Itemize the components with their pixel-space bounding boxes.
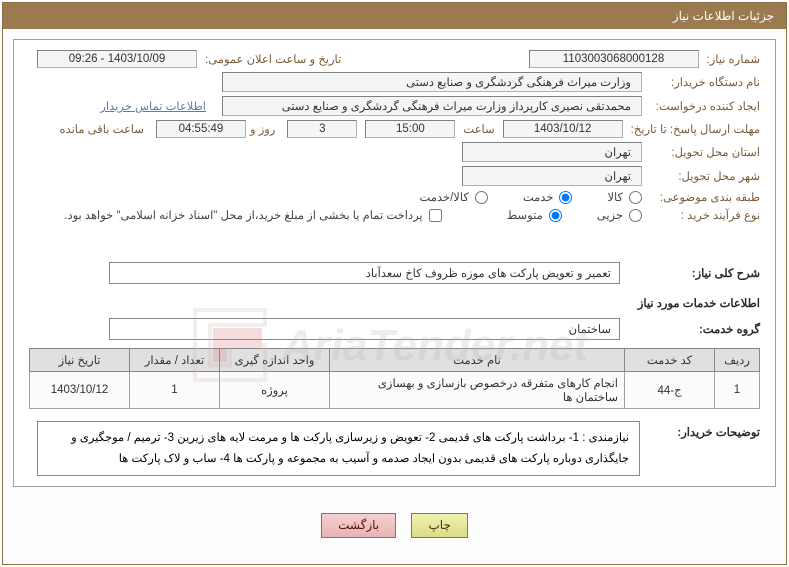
cat-both-label: کالا/خدمت [420, 190, 469, 204]
treasury-checkbox[interactable] [429, 209, 442, 222]
city-value: تهران [462, 166, 642, 186]
row-city: شهر محل تحویل: تهران [29, 166, 760, 186]
th-row: ردیف [715, 349, 760, 372]
td-unit: پروژه [220, 372, 330, 409]
row-need-desc: شرح کلی نیاز: تعمیر و تعویض پارکت های مو… [29, 262, 760, 284]
remain-days-value: 3 [287, 120, 357, 138]
announce-date-label: تاریخ و ساعت اعلان عمومی: [205, 52, 341, 66]
row-need-no: شماره نیاز: 1103003068000128 تاریخ و ساع… [29, 50, 760, 68]
td-date: 1403/10/12 [30, 372, 130, 409]
panel-title: جزئیات اطلاعات نیاز [3, 3, 786, 29]
row-category: طبقه بندی موضوعی: کالا خدمت کالا/خدمت [29, 190, 760, 204]
td-qty: 1 [130, 372, 220, 409]
need-desc-box: تعمیر و تعویض پارکت های موزه ظروف کاخ سع… [109, 262, 620, 284]
proc-medium-label: متوسط [507, 208, 543, 222]
print-button[interactable]: چاپ [411, 513, 467, 538]
cat-goods-label: کالا [607, 190, 623, 204]
row-buyer-org: نام دستگاه خریدار: وزارت میراث فرهنگی گر… [29, 72, 760, 92]
requester-value: محمدتقی نصیری کارپرداز وزارت میراث فرهنگ… [222, 96, 642, 116]
buyer-note-box: نیازمندی : 1- برداشت پارکت های قدیمی 2- … [37, 421, 640, 476]
td-name: انجام کارهای متفرقه درخصوص بازسازی و بهس… [330, 372, 625, 409]
cat-goods-option[interactable]: کالا [607, 190, 642, 204]
cat-goods-radio[interactable] [629, 191, 642, 204]
requester-label: ایجاد کننده درخواست: [650, 99, 760, 113]
cat-both-option[interactable]: کالا/خدمت [420, 190, 488, 204]
cat-service-option[interactable]: خدمت [523, 190, 573, 204]
table-header-row: ردیف کد خدمت نام خدمت واحد اندازه گیری ت… [30, 349, 760, 372]
row-service-group: گروه خدمت: ساختمان [29, 318, 760, 340]
deadline-time-label: ساعت [463, 122, 494, 136]
th-unit: واحد اندازه گیری [220, 349, 330, 372]
services-table: ردیف کد خدمت نام خدمت واحد اندازه گیری ت… [29, 348, 760, 409]
main-panel: جزئیات اطلاعات نیاز AriaTender.net شماره… [2, 2, 787, 565]
need-no-label: شماره نیاز: [707, 52, 761, 66]
proc-type-label: نوع فرآیند خرید : [650, 208, 760, 222]
th-name: نام خدمت [330, 349, 625, 372]
remain-conj: روز و [250, 122, 275, 136]
category-label: طبقه بندی موضوعی: [650, 190, 760, 204]
remain-time-value: 04:55:49 [156, 120, 246, 138]
service-group-label: گروه خدمت: [640, 322, 760, 336]
back-button[interactable]: بازگشت [321, 513, 396, 538]
th-qty: تعداد / مقدار [130, 349, 220, 372]
form-panel: AriaTender.net شماره نیاز: 1103003068000… [13, 39, 776, 487]
cat-both-radio[interactable] [475, 191, 488, 204]
announce-date-value: 1403/10/09 - 09:26 [37, 50, 197, 68]
cat-service-radio[interactable] [559, 191, 572, 204]
row-deadline: مهلت ارسال پاسخ: تا تاریخ: 1403/10/12 سا… [29, 120, 760, 138]
row-requester: ایجاد کننده درخواست: محمدتقی نصیری کارپر… [29, 96, 760, 116]
need-no-value: 1103003068000128 [529, 50, 699, 68]
city-label: شهر محل تحویل: [650, 169, 760, 183]
province-label: استان محل تحویل: [650, 145, 760, 159]
cat-service-label: خدمت [523, 190, 554, 204]
province-value: تهران [462, 142, 642, 162]
buyer-note-label: توضیحات خریدار: [660, 421, 760, 439]
actions: چاپ بازگشت [13, 497, 776, 554]
proc-medium-radio[interactable] [549, 209, 562, 222]
deadline-time-value: 15:00 [365, 120, 455, 138]
buyer-org-value: وزارت میراث فرهنگی گردشگری و صنایع دستی [222, 72, 642, 92]
th-date: تاریخ نیاز [30, 349, 130, 372]
proc-medium-option[interactable]: متوسط [507, 208, 562, 222]
table-row: 1 ج-44 انجام کارهای متفرقه درخصوص بازساز… [30, 372, 760, 409]
proc-minor-option[interactable]: جزیی [597, 208, 642, 222]
remain-suffix: ساعت باقی مانده [60, 122, 144, 136]
services-heading: اطلاعات خدمات مورد نیاز [29, 296, 760, 310]
td-code: ج-44 [625, 372, 715, 409]
treasury-option[interactable]: پرداخت تمام یا بخشی از مبلغ خرید،از محل … [64, 208, 441, 222]
treasury-label: پرداخت تمام یا بخشی از مبلغ خرید،از محل … [64, 208, 422, 222]
panel-body: AriaTender.net شماره نیاز: 1103003068000… [3, 29, 786, 564]
row-province: استان محل تحویل: تهران [29, 142, 760, 162]
proc-minor-radio[interactable] [629, 209, 642, 222]
proc-minor-label: جزیی [597, 208, 623, 222]
row-buyer-note: توضیحات خریدار: نیازمندی : 1- برداشت پار… [29, 421, 760, 476]
need-desc-label: شرح کلی نیاز: [640, 266, 760, 280]
td-row: 1 [715, 372, 760, 409]
buyer-contact-link[interactable]: اطلاعات تماس خریدار [100, 99, 206, 113]
deadline-date-value: 1403/10/12 [503, 120, 623, 138]
th-code: کد خدمت [625, 349, 715, 372]
buyer-org-label: نام دستگاه خریدار: [650, 75, 760, 89]
deadline-label: مهلت ارسال پاسخ: تا تاریخ: [631, 122, 760, 136]
row-proc-type: نوع فرآیند خرید : جزیی متوسط پرداخت تمام… [29, 208, 760, 222]
service-group-box: ساختمان [109, 318, 620, 340]
